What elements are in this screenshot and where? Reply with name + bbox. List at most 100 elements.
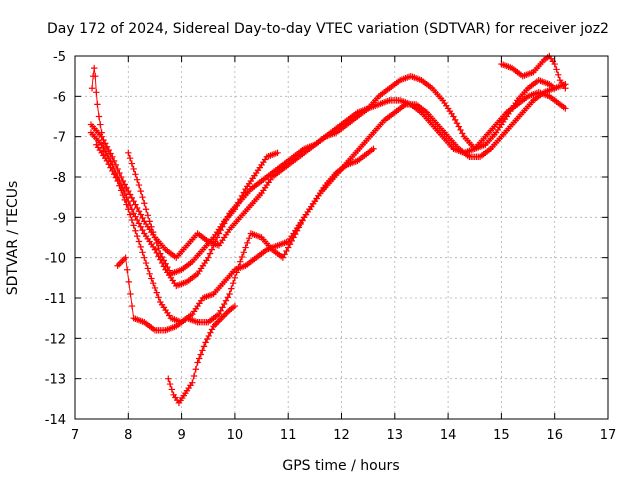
- data-point: [244, 239, 251, 247]
- data-point: [153, 289, 160, 296]
- data-point: [199, 347, 206, 354]
- data-point: [288, 237, 295, 245]
- data-point: [97, 121, 104, 128]
- data-point: [130, 210, 137, 217]
- data-point: [222, 297, 230, 304]
- data-point: [299, 217, 306, 224]
- data-point: [274, 149, 281, 156]
- data-point: [370, 145, 377, 152]
- data-point: [164, 263, 171, 271]
- data-point: [151, 234, 159, 241]
- data-point: [139, 193, 146, 201]
- x-tick-label: 17: [600, 428, 617, 443]
- data-point: [459, 130, 466, 137]
- x-tick-label: 15: [493, 428, 510, 443]
- data-point: [139, 214, 146, 222]
- data-point: [237, 195, 244, 203]
- chart-title: Day 172 of 2024, Sidereal Day-to-day VTE…: [47, 21, 609, 37]
- data-point: [148, 223, 155, 230]
- data-point: [553, 66, 560, 73]
- data-point: [190, 372, 198, 380]
- data-point: [231, 274, 239, 282]
- data-point: [119, 191, 127, 199]
- data-point: [228, 285, 235, 292]
- data-point: [95, 113, 103, 120]
- data-point: [189, 379, 196, 386]
- y-axis-tick-labels: -14 -13 -12 -11 -10 -9 -8 -7 -6 -5: [45, 50, 66, 428]
- data-point: [133, 176, 141, 183]
- data-point: [165, 267, 173, 274]
- x-tick-label: 9: [177, 428, 185, 443]
- data-point: [197, 351, 204, 358]
- data-point: [235, 199, 242, 206]
- data-point: [137, 187, 144, 195]
- data-point: [162, 260, 169, 267]
- data-point: [130, 165, 137, 173]
- data-point: [125, 187, 132, 195]
- data-point: [139, 226, 146, 234]
- data-point: [168, 386, 176, 393]
- data-point: [142, 206, 150, 213]
- data-point: [295, 224, 303, 231]
- data-point: [292, 230, 299, 238]
- data-point: [452, 116, 459, 124]
- data-point: [102, 148, 109, 155]
- series-track-6: [165, 302, 239, 407]
- data-point: [112, 161, 120, 169]
- data-point: [116, 182, 123, 189]
- x-axis-tick-labels: 7 8 9 10 11 12 13 14 15 16 17: [71, 428, 616, 443]
- data-point: [126, 202, 134, 209]
- data-point: [103, 143, 111, 150]
- series-track-5: [125, 149, 281, 277]
- data-point: [125, 278, 133, 286]
- data-point: [195, 355, 203, 362]
- data-point: [221, 300, 228, 308]
- x-tick-label: 12: [333, 428, 350, 443]
- data-point: [105, 161, 112, 168]
- data-point: [205, 254, 212, 261]
- data-point: [562, 85, 569, 92]
- data-point: [290, 234, 297, 241]
- data-point: [137, 211, 144, 218]
- data-point: [137, 223, 144, 230]
- data-point: [233, 269, 240, 276]
- data-point: [237, 258, 244, 265]
- data-point: [240, 249, 247, 256]
- x-tick-label: 16: [546, 428, 563, 443]
- data-point: [235, 263, 242, 271]
- data-point: [283, 247, 290, 255]
- data-point: [158, 253, 166, 261]
- data-point: [219, 304, 226, 311]
- data-point: [141, 200, 148, 207]
- data-point: [200, 343, 208, 350]
- data-point: [135, 220, 143, 227]
- y-axis-label: SDTVAR / TECUs: [5, 181, 21, 296]
- plot-area: [87, 52, 569, 407]
- data-point: [132, 227, 139, 234]
- y-tick-label: -12: [45, 332, 66, 347]
- data-point: [90, 64, 98, 72]
- data-point: [562, 105, 569, 112]
- data-point: [135, 208, 143, 215]
- x-tick-label: 11: [280, 428, 297, 443]
- y-tick-label: -14: [45, 413, 66, 428]
- data-point: [215, 310, 223, 318]
- data-point: [128, 216, 136, 224]
- series-line: [127, 152, 278, 275]
- data-point: [144, 212, 152, 219]
- y-tick-label: -5: [53, 50, 66, 65]
- data-point: [100, 144, 107, 152]
- data-point: [121, 196, 128, 204]
- data-point: [203, 335, 211, 343]
- data-point: [279, 254, 287, 261]
- chart-grid: [75, 56, 608, 419]
- data-point: [153, 249, 160, 257]
- data-point: [281, 251, 288, 258]
- data-point: [297, 220, 304, 228]
- data-point: [208, 326, 216, 333]
- data-point: [157, 250, 164, 257]
- data-point: [92, 72, 99, 80]
- data-point: [128, 194, 136, 202]
- data-point: [149, 280, 157, 287]
- data-point: [192, 366, 200, 373]
